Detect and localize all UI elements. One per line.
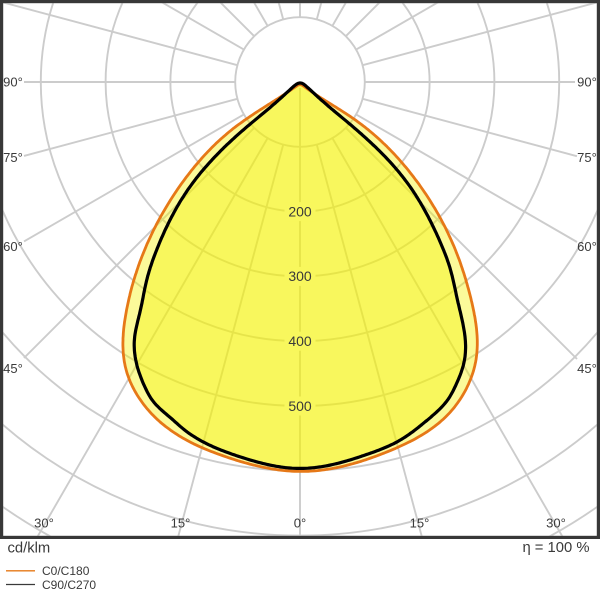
svg-text:90°: 90° [577,74,597,89]
svg-text:75°: 75° [3,150,23,165]
svg-text:15°: 15° [410,515,430,530]
svg-text:0°: 0° [294,515,306,530]
svg-text:200: 200 [288,203,312,219]
svg-text:60°: 60° [3,239,23,254]
svg-text:75°: 75° [577,150,597,165]
svg-text:C90/C270: C90/C270 [42,578,96,592]
svg-text:45°: 45° [3,361,23,376]
svg-text:90°: 90° [3,74,23,89]
svg-text:cd/klm: cd/klm [8,540,51,556]
svg-text:60°: 60° [577,239,597,254]
svg-text:30°: 30° [34,515,54,530]
svg-text:15°: 15° [171,515,191,530]
svg-text:η = 100 %: η = 100 % [522,540,589,556]
svg-text:45°: 45° [577,361,597,376]
svg-text:C0/C180: C0/C180 [42,564,90,578]
svg-text:30°: 30° [546,515,566,530]
svg-text:500: 500 [288,398,312,414]
svg-text:300: 300 [288,268,312,284]
svg-text:400: 400 [288,333,312,349]
